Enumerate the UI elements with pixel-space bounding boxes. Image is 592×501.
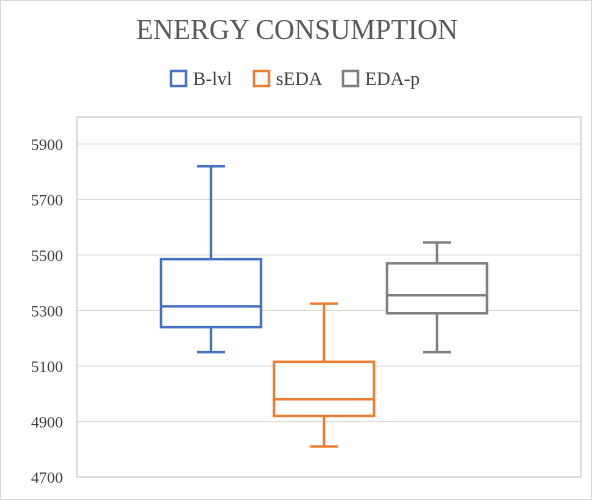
y-tick-label: 5700 — [31, 193, 63, 210]
box-iqr — [159, 257, 263, 329]
y-tick-label: 5300 — [31, 304, 63, 321]
y-axis-ticks: 5900 5700 5500 5300 5100 4900 4700 — [31, 137, 63, 487]
plot-area-border — [76, 116, 582, 478]
box-b-lvl — [159, 164, 263, 354]
y-tick-label: 4900 — [31, 415, 63, 432]
legend-swatch — [252, 69, 271, 88]
y-tick-label: 4700 — [31, 470, 63, 487]
box-iqr — [272, 360, 376, 418]
box-series — [159, 164, 489, 448]
box-iqr — [385, 262, 489, 315]
box-eda-p — [385, 241, 489, 354]
legend-label: sEDA — [276, 69, 323, 90]
y-tick-label: 5900 — [31, 137, 63, 154]
box-seda — [272, 302, 376, 448]
chart-title: ENERGY CONSUMPTION — [136, 15, 458, 46]
legend: B-lvl sEDA EDA-p — [169, 69, 420, 90]
y-tick-label: 5500 — [31, 248, 63, 265]
legend-swatch — [169, 69, 188, 88]
y-tick-label: 5100 — [31, 359, 63, 376]
legend-label: B-lvl — [193, 69, 232, 90]
legend-label: EDA-p — [365, 69, 420, 90]
legend-swatch — [341, 69, 360, 88]
